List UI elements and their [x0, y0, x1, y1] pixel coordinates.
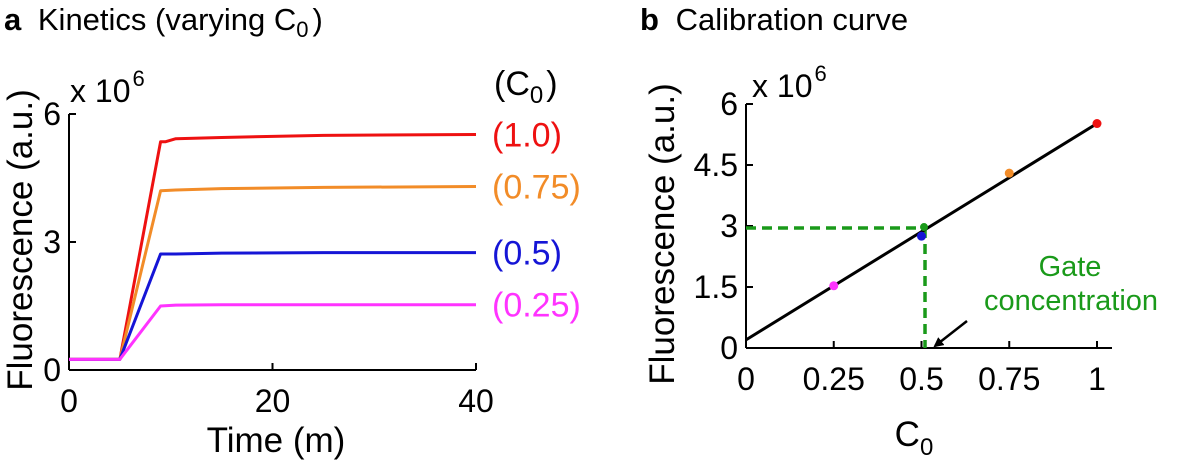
panel-a-y-tick-label: 3 — [43, 224, 61, 260]
panel-b-y-tick-label: 3 — [720, 208, 738, 244]
panel-a-y-multiplier: x 106 — [70, 66, 145, 109]
legend-entry: (0.25) — [492, 287, 581, 325]
panel-b-x-ticks: 0 0.25 0.5 0.75 1 — [737, 341, 1106, 397]
panel-b-x-label: C0 — [895, 415, 934, 461]
panel-b-y-label: Fluorescence (a.u.) — [643, 83, 682, 385]
panel-a: a Kinetics (varying C0) x 106 Fluorescen… — [1, 2, 581, 460]
legend-entry: (0.5) — [492, 235, 562, 273]
panel-a-y-tick-label: 6 — [43, 96, 61, 132]
panel-a-y-ticks: 0 3 6 — [43, 96, 76, 388]
data-point-c0-0_75 — [1004, 168, 1014, 178]
panel-b-y-tick-label: 1.5 — [694, 269, 738, 305]
data-point-c0-0_25 — [829, 281, 839, 291]
panel-a-x-tick-label: 40 — [458, 383, 494, 419]
panel-a-series — [69, 132, 477, 361]
panel-a-y-tick-label: 0 — [43, 352, 61, 388]
panel-b-y-tick-label: 6 — [720, 86, 738, 122]
panel-b-gate-guides — [746, 226, 927, 348]
panel-b-y-multiplier: x 106 — [752, 61, 827, 104]
legend-entry: (1.0) — [492, 116, 562, 154]
panel-a-x-ticks: 0 20 40 — [60, 363, 494, 419]
panel-a-y-label: Fluorescence (a.u.) — [1, 89, 40, 391]
panel-b-x-tick-label: 0.25 — [803, 361, 865, 397]
panel-a-x-tick-label: 20 — [255, 383, 291, 419]
panel-b-y-tick-label: 0 — [720, 330, 738, 366]
panel-b-title: b Calibration curve — [640, 2, 908, 37]
series-line-1.0 — [69, 132, 477, 361]
panel-b-x-tick-label: 0.5 — [899, 361, 943, 397]
data-point-c0-0_5 — [917, 231, 926, 241]
panel-b: b Calibration curve x 106 Fluorescence (… — [640, 2, 1158, 461]
legend-entry: (0.75) — [492, 169, 581, 207]
panel-b-y-tick-label: 4.5 — [694, 147, 738, 183]
panel-b-points — [829, 119, 1102, 291]
panel-a-legend-title: (C0) — [494, 65, 558, 109]
data-point-c0-1 — [1092, 119, 1102, 129]
gate-annotation-line2: concentration — [984, 285, 1158, 317]
series-line-0.25 — [69, 303, 476, 361]
gate-annotation-line1: Gate — [1039, 251, 1102, 283]
panel-b-y-ticks: 0 1.5 3 4.5 6 — [694, 86, 753, 366]
gate-marker-point — [920, 223, 929, 232]
gate-annotation-arrow — [933, 320, 968, 348]
panel-a-x-label: Time (m) — [207, 421, 346, 460]
panel-a-title: a Kinetics (varying C0) — [4, 2, 323, 42]
panel-b-x-tick-label: 0.75 — [978, 361, 1040, 397]
panel-a-legend: (1.0) (0.75) (0.5) (0.25) — [492, 116, 581, 324]
panel-a-x-tick-label: 0 — [60, 383, 78, 419]
panel-b-x-tick-label: 1 — [1088, 361, 1106, 397]
panel-b-x-tick-label: 0 — [737, 361, 755, 397]
